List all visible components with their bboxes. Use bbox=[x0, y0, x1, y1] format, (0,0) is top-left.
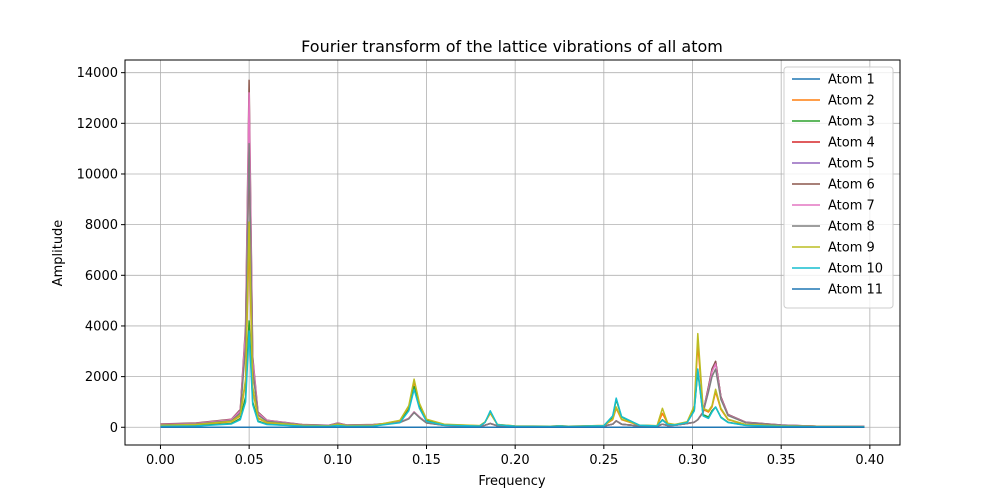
x-tick-label: 0.15 bbox=[412, 453, 441, 468]
legend-label: Atom 2 bbox=[828, 94, 875, 109]
x-axis-label: Frequency bbox=[478, 474, 545, 489]
y-tick-label: 12000 bbox=[77, 117, 118, 132]
legend-label: Atom 10 bbox=[828, 262, 883, 277]
y-tick-label: 2000 bbox=[85, 370, 118, 385]
x-tick-label: 0.10 bbox=[323, 453, 352, 468]
y-tick-label: 0 bbox=[110, 421, 118, 436]
y-tick-label: 8000 bbox=[85, 218, 118, 233]
x-tick-label: 0.25 bbox=[589, 453, 618, 468]
y-tick-label: 4000 bbox=[85, 319, 118, 334]
x-tick-label: 0.35 bbox=[767, 453, 796, 468]
legend-label: Atom 1 bbox=[828, 73, 875, 88]
legend-label: Atom 4 bbox=[828, 136, 875, 151]
legend-label: Atom 8 bbox=[828, 220, 875, 235]
legend-label: Atom 5 bbox=[828, 157, 875, 172]
x-tick-label: 0.30 bbox=[678, 453, 707, 468]
x-tick-label: 0.20 bbox=[501, 453, 530, 468]
series-layer bbox=[160, 79, 865, 429]
x-tick-label: 0.40 bbox=[855, 453, 884, 468]
legend-label: Atom 9 bbox=[828, 241, 875, 256]
legend-label: Atom 6 bbox=[828, 178, 875, 193]
legend-label: Atom 3 bbox=[828, 115, 875, 130]
chart-title: Fourier transform of the lattice vibrati… bbox=[301, 37, 723, 56]
y-tick-label: 14000 bbox=[77, 66, 118, 81]
y-axis-label: Amplitude bbox=[51, 220, 66, 287]
legend: Atom 1 Atom 2 Atom 3 Atom 4 Atom 5 Atom 6 Atom… bbox=[783, 66, 894, 309]
series-line-atom-10 bbox=[160, 330, 865, 428]
legend-label: Atom 7 bbox=[828, 199, 875, 214]
plot-frame bbox=[124, 59, 901, 446]
x-tick-label: 0.00 bbox=[146, 453, 175, 468]
y-tick-label: 6000 bbox=[85, 269, 118, 284]
y-tick-label: 10000 bbox=[77, 167, 118, 182]
x-axis: 0.00 0.05 0.10 0.15 0.20 0.25 0.30 0.35 0.40 bbox=[146, 445, 884, 468]
x-tick-label: 0.05 bbox=[235, 453, 264, 468]
legend-label: Atom 11 bbox=[828, 283, 883, 298]
y-axis: 0 2000 4000 6000 8000 10000 12000 14000 bbox=[77, 66, 125, 436]
